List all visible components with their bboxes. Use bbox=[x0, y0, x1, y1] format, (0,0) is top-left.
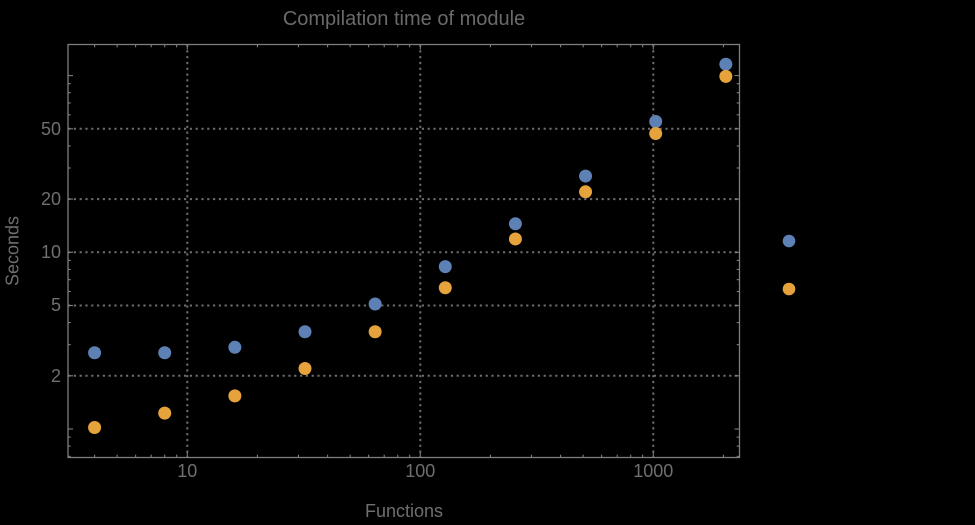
x-axis-label: Functions bbox=[364, 501, 444, 521]
y-tick-label-5: 5 bbox=[50, 295, 61, 316]
data-point-series-2 bbox=[228, 389, 242, 403]
x-tick-label-100: 100 bbox=[405, 461, 436, 481]
data-point-series-1 bbox=[88, 346, 102, 360]
data-point-series-1 bbox=[508, 217, 522, 231]
chart-title: Compilation time of module bbox=[282, 8, 526, 30]
data-point-series-1 bbox=[649, 114, 663, 128]
legend-marker-series-1 bbox=[782, 234, 796, 248]
data-point-series-1 bbox=[438, 260, 452, 274]
data-point-series-2 bbox=[719, 69, 733, 83]
x-tick-label-1000: 1000 bbox=[633, 461, 674, 481]
data-point-series-2 bbox=[298, 361, 312, 375]
y-tick-label-2: 2 bbox=[50, 365, 61, 386]
data-point-series-2 bbox=[649, 127, 663, 141]
data-point-series-1 bbox=[579, 169, 593, 183]
data-point-series-1 bbox=[158, 346, 172, 360]
y-tick-label-10: 10 bbox=[40, 242, 61, 263]
plot-frame bbox=[67, 43, 741, 459]
x-tick-label-10: 10 bbox=[177, 461, 198, 481]
data-point-series-2 bbox=[158, 406, 172, 420]
data-point-series-2 bbox=[368, 325, 382, 339]
y-tick-label-50: 50 bbox=[40, 118, 61, 139]
legend-marker-series-2 bbox=[782, 282, 796, 296]
data-point-series-1 bbox=[228, 340, 242, 354]
data-point-series-2 bbox=[508, 232, 522, 246]
data-point-series-1 bbox=[298, 325, 312, 339]
data-point-series-1 bbox=[719, 57, 733, 71]
data-point-series-2 bbox=[88, 420, 102, 434]
y-tick-label-20: 20 bbox=[40, 189, 61, 210]
data-point-series-2 bbox=[579, 185, 593, 199]
data-point-series-1 bbox=[368, 297, 382, 311]
data-point-series-2 bbox=[438, 281, 452, 295]
